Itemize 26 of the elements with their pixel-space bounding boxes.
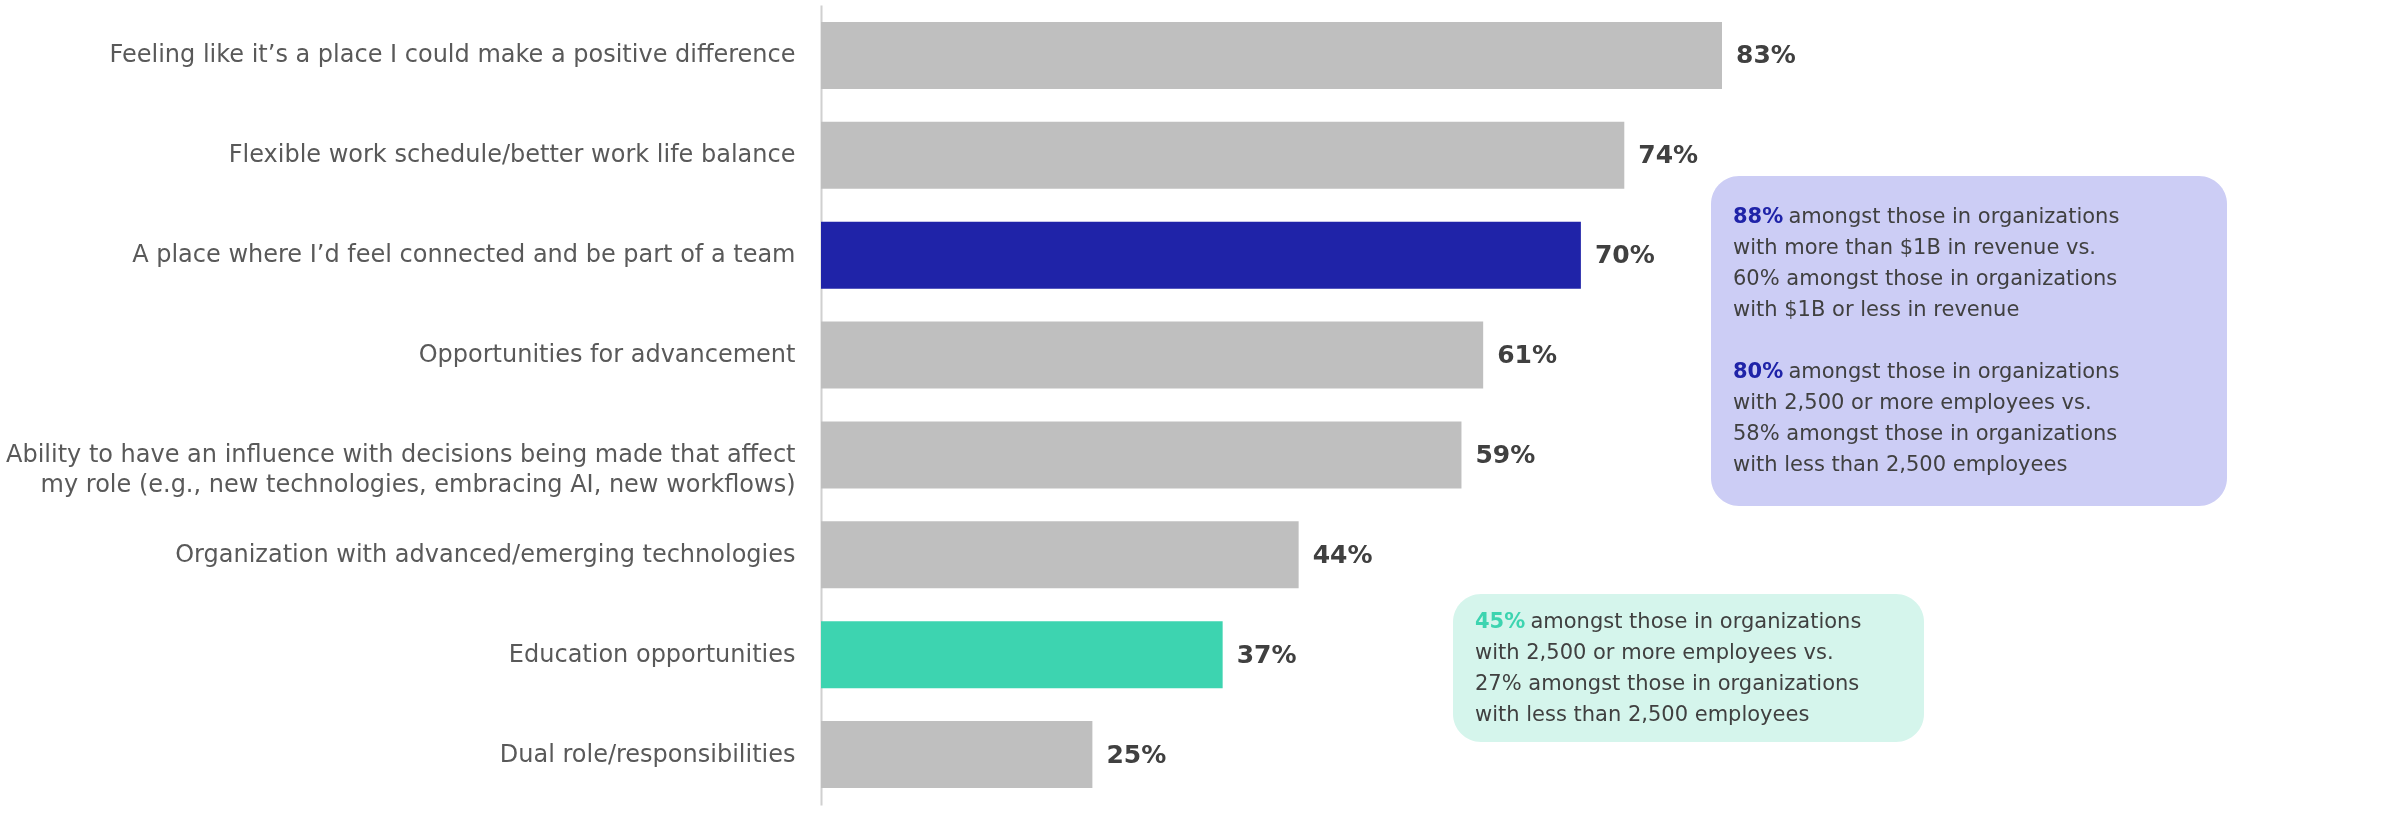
y-tick-label: Flexible work schedule/better work life balance [228,140,796,169]
y-tick-label: Education opportunities [508,639,796,668]
y-tick-label: Ability to have an influence with decisions being made that affect my role (e.g., new technologies, embracing AI, new workflows) [5,439,796,498]
bar [821,621,1223,689]
bar [821,721,1093,789]
data-label: 83% [1736,40,1796,70]
bar [821,321,1484,389]
annotation: 45% amongst those in organizations with 2,500 or more employees vs. 27% amongst those in organizations with less than 2,500 employees [1475,608,1862,726]
data-label: 37% [1236,639,1297,669]
y-tick-label: Organization with advanced/emerging technologies [175,539,796,568]
data-label: 25% [1106,739,1167,769]
y-tick-label: Opportunities for advancement [418,340,796,369]
bar [821,521,1299,589]
data-label: 44% [1312,539,1373,569]
bar [821,221,1581,289]
data-label: 61% [1497,340,1558,370]
y-tick-label: Feeling like it’s a place I could make a positive difference [109,40,796,69]
data-label: 59% [1475,439,1536,469]
data-label: 74% [1638,140,1699,170]
bar [821,421,1462,489]
data-label: 70% [1594,240,1655,270]
y-tick-label: Dual role/responsibilities [499,739,796,768]
bar [821,21,1722,89]
text: 88% amongst those in organizations with more than $1B in revenue vs. 60% amongst those in organizations with $1B or less in revenue 80% amongst those in organizations with 2,500 or more employees vs. 58% amongst those in organizations with less than 2,500 employees [1733,204,2120,476]
bar [821,121,1625,189]
y-tick-label: A place where I’d feel connected and be part of a team [132,240,796,269]
